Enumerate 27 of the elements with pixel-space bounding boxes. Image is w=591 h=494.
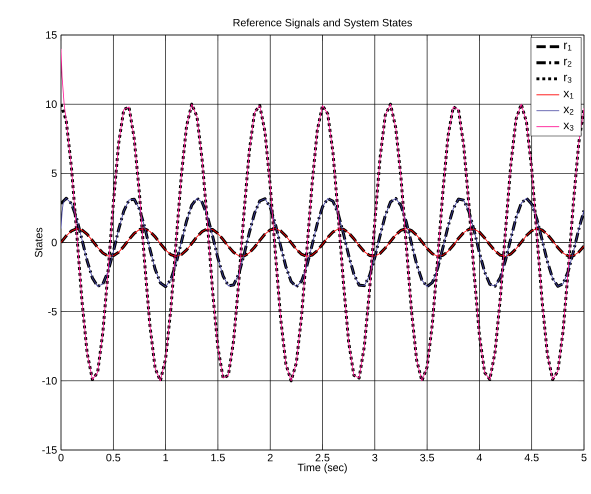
x-tick-label: 0 [58,454,64,462]
x-tick-label: 2.5 [316,454,330,462]
x-tick-label: 5 [581,454,587,462]
legend-label: r$_{3}$ [564,74,572,83]
chart-title: Reference Signals and System States [234,18,412,29]
y-tick-label: -10 [42,377,57,385]
x-tick-label: 3.5 [420,454,434,462]
y-tick-label: 10 [46,100,57,108]
x-tick-label: 4 [476,454,482,462]
legend-label: x$_{2}$ [563,106,574,115]
y-tick-label: -15 [42,446,57,454]
legend-label: r$_{2}$ [564,58,572,67]
x-tick-label: 0.5 [106,454,120,462]
x-axis-title: Time (sec) [298,463,347,474]
y-tick-label: 5 [52,170,57,178]
x-tick-label: 4.5 [524,454,539,462]
x-tick-label: 3 [372,454,378,462]
y-tick-label: 0 [52,238,57,246]
y-axis-title: States [34,228,42,258]
y-tick-label: -5 [48,308,57,316]
legend-label: r$_{1}$ [564,42,572,51]
legend-label: x$_{1}$ [563,90,574,99]
y-tick-label: 15 [46,31,57,39]
x-tick-label: 1 [163,454,168,462]
x-tick-label: 2 [268,454,273,462]
x-tick-label: 1.5 [211,454,225,462]
legend-label: x$_{3}$ [563,122,574,131]
